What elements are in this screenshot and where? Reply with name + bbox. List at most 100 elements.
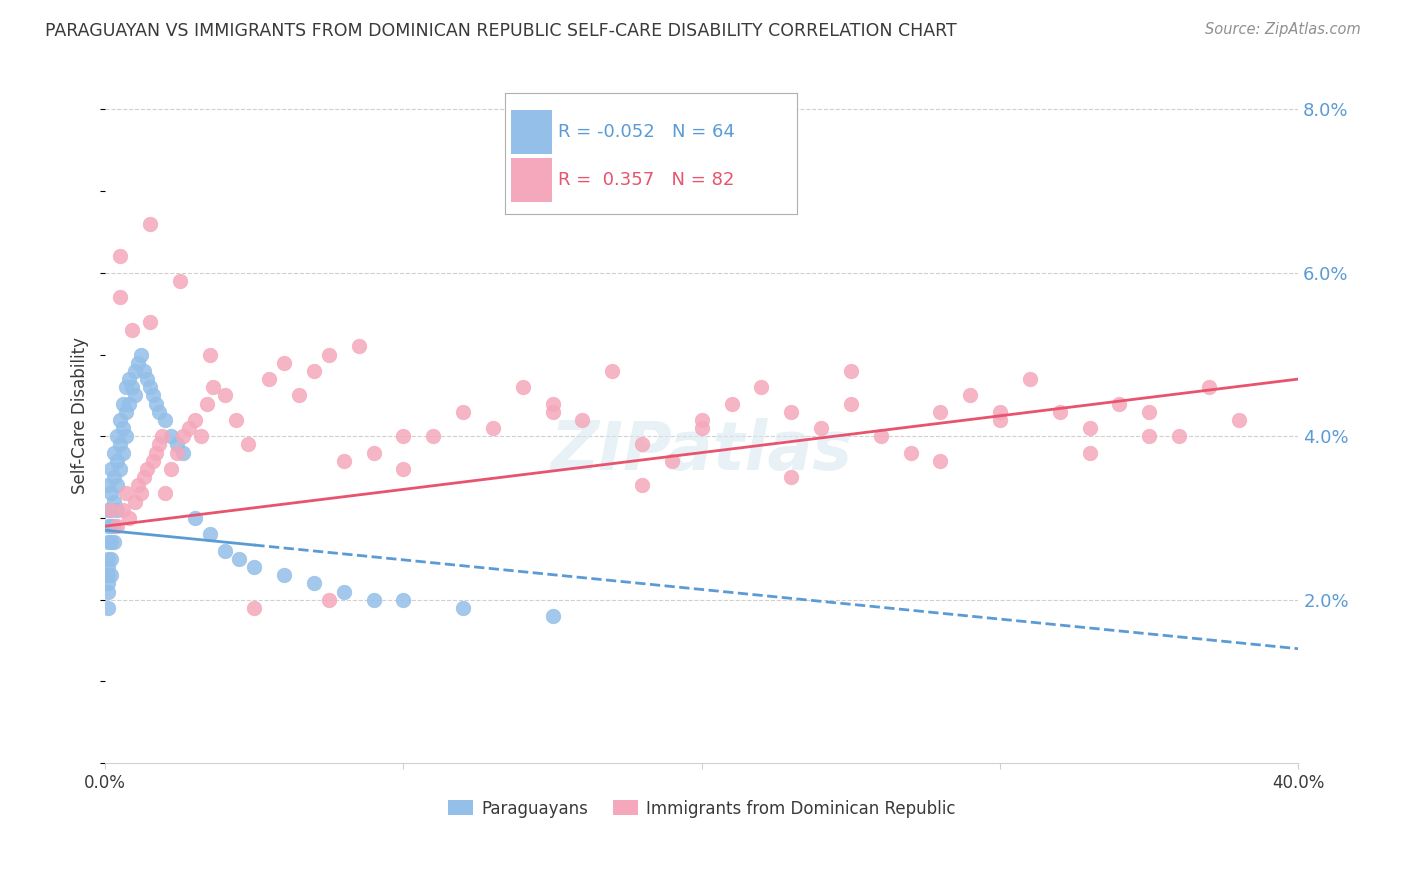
Point (600, 364, 623, 378)
Point (127, 478, 149, 492)
Point (124, 364, 146, 378)
Point (288, 388, 311, 402)
Point (139, 217, 162, 231)
Point (839, 364, 862, 378)
Point (482, 421, 505, 435)
Point (145, 396, 167, 410)
Point (108, 462, 131, 476)
Point (690, 413, 713, 427)
Point (115, 486, 138, 500)
Point (302, 364, 325, 378)
Point (105, 429, 128, 443)
Text: PARAGUAYAN VS IMMIGRANTS FROM DOMINICAN REPUBLIC SELF-CARE DISABILITY CORRELATIO: PARAGUAYAN VS IMMIGRANTS FROM DOMINICAN … (45, 22, 956, 40)
Point (1137, 405, 1160, 419)
Point (166, 437, 188, 451)
Point (869, 429, 891, 443)
Point (195, 396, 218, 410)
Point (108, 250, 131, 264)
Point (121, 380, 143, 394)
Point (100, 503, 122, 517)
Point (108, 413, 131, 427)
Point (988, 413, 1011, 427)
Legend: Paraguayans, Immigrants from Dominican Republic: Paraguayans, Immigrants from Dominican R… (441, 793, 963, 824)
Point (112, 503, 135, 517)
Point (177, 421, 200, 435)
Point (238, 437, 260, 451)
Point (571, 413, 593, 427)
Point (103, 535, 125, 549)
Point (1168, 429, 1191, 443)
Point (132, 470, 155, 484)
Point (153, 486, 176, 500)
Point (127, 356, 149, 370)
Point (132, 364, 155, 378)
Point (118, 511, 141, 525)
Point (273, 356, 295, 370)
Point (780, 470, 803, 484)
Point (318, 347, 340, 361)
Point (112, 396, 135, 410)
Y-axis label: Self-Care Disability: Self-Care Disability (72, 337, 89, 494)
Point (108, 290, 131, 304)
Point (115, 429, 138, 443)
Point (118, 372, 141, 386)
Point (1108, 396, 1130, 410)
Point (214, 543, 236, 558)
Point (929, 454, 952, 468)
Text: ZIPatlas: ZIPatlas (551, 417, 853, 483)
Text: Source: ZipAtlas.com: Source: ZipAtlas.com (1205, 22, 1361, 37)
Point (1049, 405, 1071, 419)
Point (100, 535, 122, 549)
Point (929, 405, 952, 419)
Point (103, 470, 125, 484)
Point (136, 372, 159, 386)
Point (112, 421, 135, 435)
Point (105, 503, 128, 517)
Point (97, 503, 120, 517)
Point (129, 347, 152, 361)
Point (392, 592, 415, 607)
Point (105, 519, 128, 533)
Point (363, 592, 385, 607)
Point (169, 274, 191, 288)
Point (720, 396, 742, 410)
Point (97, 551, 120, 566)
Point (97, 535, 120, 549)
Point (166, 445, 188, 459)
Point (198, 527, 221, 541)
Point (100, 486, 122, 500)
Point (100, 503, 122, 517)
Point (214, 388, 236, 402)
Point (103, 494, 125, 508)
Point (97, 519, 120, 533)
Point (129, 486, 152, 500)
Point (959, 388, 981, 402)
Point (631, 478, 654, 492)
Point (259, 372, 281, 386)
Point (160, 462, 183, 476)
Point (228, 551, 250, 566)
Point (541, 396, 564, 410)
Point (153, 413, 176, 427)
Point (751, 380, 773, 394)
Point (201, 380, 224, 394)
Point (198, 347, 221, 361)
Point (1137, 429, 1160, 443)
Point (392, 429, 415, 443)
Point (422, 429, 444, 443)
Point (142, 388, 165, 402)
Point (631, 437, 654, 451)
Point (112, 445, 135, 459)
Point (148, 405, 170, 419)
Point (1227, 413, 1250, 427)
Point (780, 405, 803, 419)
Point (225, 413, 247, 427)
Point (97, 478, 120, 492)
Point (103, 445, 125, 459)
Point (363, 445, 385, 459)
Point (541, 405, 564, 419)
Point (243, 600, 266, 615)
Point (172, 429, 194, 443)
Point (1078, 421, 1101, 435)
Point (97, 560, 120, 574)
